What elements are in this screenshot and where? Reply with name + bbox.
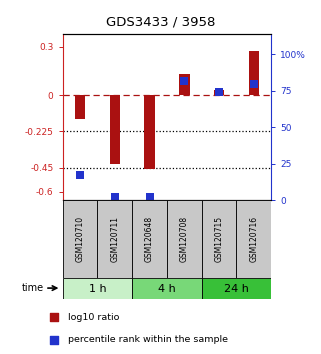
Bar: [144, 95, 155, 169]
Bar: [63, 200, 97, 278]
Text: GSM120711: GSM120711: [110, 216, 119, 262]
Text: percentile rank within the sample: percentile rank within the sample: [68, 335, 228, 344]
Text: GDS3433 / 3958: GDS3433 / 3958: [106, 16, 215, 29]
Bar: [237, 200, 271, 278]
Text: GSM120648: GSM120648: [145, 216, 154, 262]
Text: 1 h: 1 h: [89, 284, 106, 293]
Bar: [109, 95, 120, 165]
Bar: [167, 200, 202, 278]
Point: [147, 194, 152, 200]
Bar: [202, 278, 271, 299]
Bar: [63, 278, 132, 299]
Bar: [202, 200, 237, 278]
Point: [51, 314, 56, 320]
Text: GSM120716: GSM120716: [249, 216, 258, 262]
Bar: [75, 95, 85, 119]
Point: [216, 90, 221, 95]
Bar: [132, 200, 167, 278]
Bar: [214, 90, 224, 95]
Point: [112, 194, 117, 200]
Text: GSM120708: GSM120708: [180, 216, 189, 262]
Text: 4 h: 4 h: [158, 284, 176, 293]
Text: time: time: [22, 283, 44, 293]
Bar: [249, 51, 259, 95]
Text: log10 ratio: log10 ratio: [68, 313, 120, 321]
Bar: [132, 278, 202, 299]
Bar: [97, 200, 132, 278]
Text: GSM120710: GSM120710: [75, 216, 84, 262]
Point: [251, 81, 256, 86]
Bar: [179, 74, 189, 95]
Point: [77, 172, 82, 178]
Point: [182, 78, 187, 84]
Text: GSM120715: GSM120715: [214, 216, 224, 262]
Point: [51, 337, 56, 342]
Text: 24 h: 24 h: [224, 284, 249, 293]
